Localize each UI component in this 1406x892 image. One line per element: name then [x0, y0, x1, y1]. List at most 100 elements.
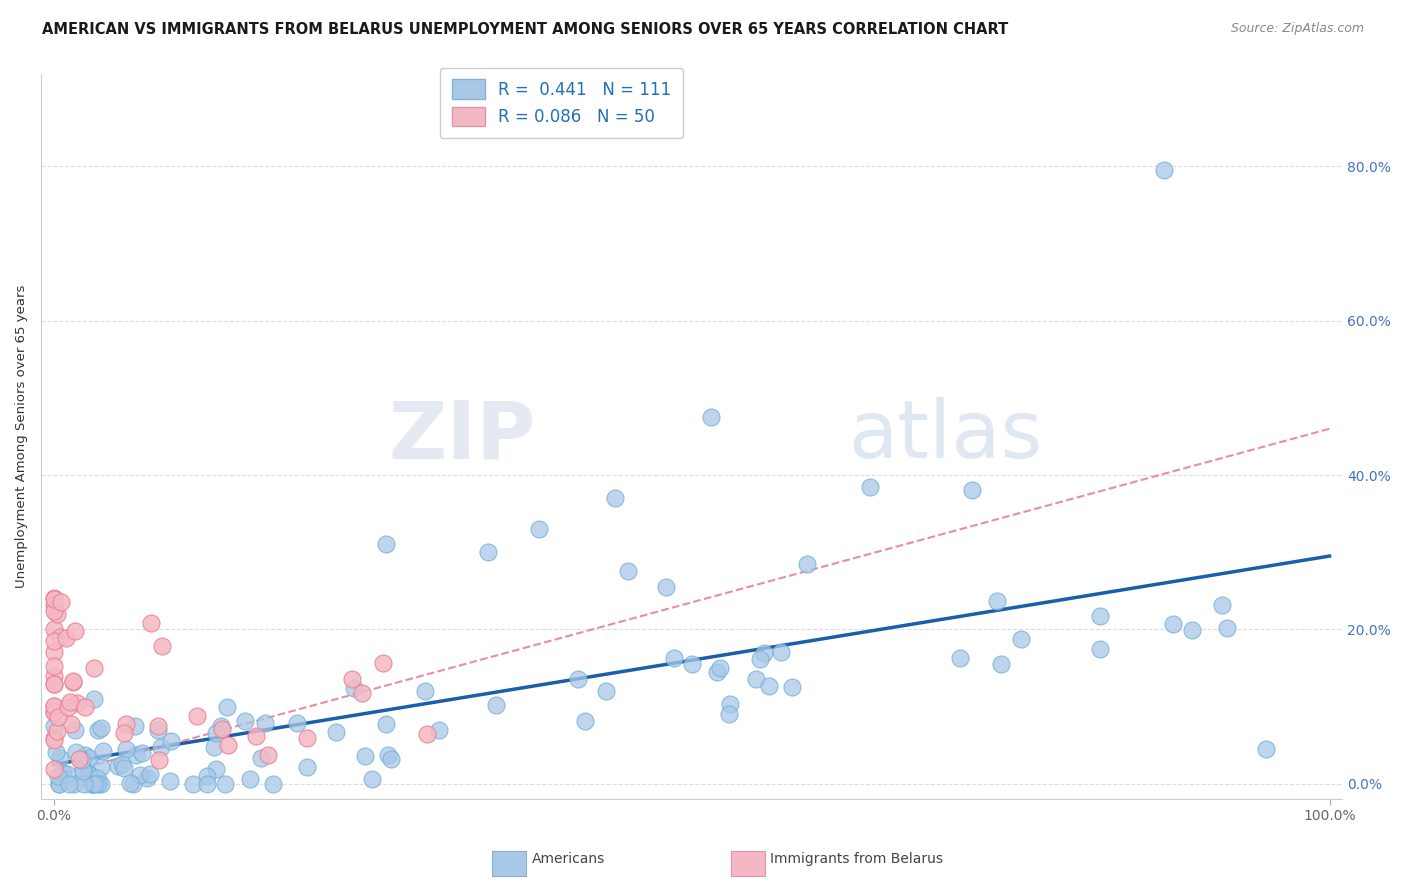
Point [205, 763, 228, 777]
Point [962, 483, 984, 498]
Point [195, 769, 218, 783]
Point [42, 698, 65, 713]
Point [186, 709, 208, 723]
Point [1010, 632, 1032, 646]
Point [1211, 599, 1233, 613]
Point [285, 715, 308, 730]
Point [75, 699, 97, 714]
Point [262, 777, 284, 791]
Point [214, 777, 236, 791]
Point [42, 699, 65, 714]
Point [574, 714, 596, 728]
Point [360, 772, 382, 786]
Point [62, 674, 84, 689]
Point [1163, 617, 1185, 632]
Point [380, 752, 402, 766]
Point [1153, 163, 1175, 178]
Point [56, 699, 79, 714]
Point [86, 772, 108, 786]
Point [125, 748, 148, 763]
Point [42, 676, 65, 690]
Point [42, 591, 65, 606]
Point [859, 480, 882, 494]
Point [55, 631, 77, 645]
Point [42, 591, 65, 606]
Point [77, 767, 100, 781]
Point [90, 759, 112, 773]
Point [42, 634, 65, 648]
Point [115, 742, 138, 756]
Point [118, 776, 141, 790]
Point [42, 676, 65, 690]
Point [111, 757, 134, 772]
Point [217, 699, 239, 714]
Point [42, 762, 65, 776]
Point [700, 410, 723, 425]
Point [52, 766, 75, 780]
Point [63, 723, 86, 738]
Point [780, 680, 803, 694]
Point [139, 767, 162, 781]
Point [42, 733, 65, 747]
Point [239, 772, 262, 786]
Point [377, 748, 399, 763]
Point [257, 748, 280, 763]
Y-axis label: Unemployment Among Seniors over 65 years: Unemployment Among Seniors over 65 years [15, 285, 28, 588]
Point [114, 761, 136, 775]
Point [343, 681, 366, 695]
Point [1088, 641, 1111, 656]
Point [146, 723, 169, 737]
Point [205, 726, 228, 740]
Point [209, 719, 232, 733]
Point [42, 599, 65, 613]
Point [45, 723, 67, 738]
Point [66, 696, 89, 710]
Point [254, 716, 277, 731]
Point [87, 777, 110, 791]
Point [769, 645, 792, 659]
Text: ZIP: ZIP [388, 398, 536, 475]
Point [129, 767, 152, 781]
Point [42, 719, 65, 733]
Point [82, 777, 104, 791]
Point [748, 652, 770, 666]
Point [718, 697, 741, 711]
Point [416, 726, 439, 740]
Point [83, 692, 105, 706]
Point [1181, 624, 1204, 638]
Point [72, 764, 94, 778]
Point [159, 773, 181, 788]
Point [79, 751, 101, 765]
Point [124, 719, 146, 733]
Point [986, 594, 1008, 608]
Point [217, 738, 239, 752]
Point [617, 565, 640, 579]
Text: Immigrants from Belarus: Immigrants from Belarus [770, 853, 943, 866]
Point [1216, 622, 1239, 636]
Point [90, 722, 112, 736]
Point [427, 723, 450, 738]
Point [45, 745, 67, 759]
Point [46, 769, 69, 783]
Point [139, 616, 162, 631]
Point [949, 651, 972, 665]
Point [49, 751, 72, 765]
Text: Americans: Americans [531, 853, 605, 866]
Point [245, 729, 267, 743]
Point [58, 777, 80, 791]
Point [42, 668, 65, 682]
Point [477, 545, 499, 559]
Point [42, 623, 65, 637]
Point [415, 684, 437, 698]
Point [131, 746, 153, 760]
Point [796, 557, 818, 571]
Point [527, 522, 550, 536]
Point [148, 753, 170, 767]
Point [233, 714, 256, 728]
Point [350, 686, 373, 700]
Point [112, 726, 135, 740]
Point [82, 777, 104, 791]
Point [211, 723, 233, 737]
Point [195, 777, 218, 791]
Point [48, 777, 70, 791]
